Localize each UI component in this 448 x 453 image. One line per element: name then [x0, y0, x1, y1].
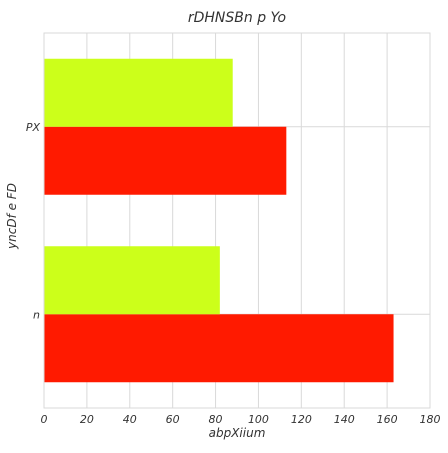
y-tick-labels: n PX — [26, 121, 41, 322]
x-axis-label: abpXiium — [209, 426, 266, 440]
x-tick-label: 100 — [248, 413, 269, 426]
x-tick-label: 0 — [41, 413, 48, 426]
bar-PX-series-0 — [44, 126, 287, 195]
y-tick-label: PX — [26, 121, 41, 134]
x-tick-label: 160 — [377, 413, 398, 426]
x-tick-label: 40 — [123, 413, 137, 426]
x-tick-labels: 0 20 40 60 80 100 120 140 160 180 — [41, 413, 441, 426]
x-tick-label: 20 — [80, 413, 94, 426]
chart-title: rDHNSBn p Yo — [188, 10, 286, 26]
bar-n-series-1 — [44, 246, 220, 315]
x-tick-label: 80 — [209, 413, 223, 426]
bar-layer — [44, 58, 394, 383]
bar-n-series-0 — [44, 314, 394, 383]
x-tick-label: 120 — [291, 413, 312, 426]
plot-frame — [43, 32, 431, 409]
y-axis-label: yncDf e FD — [5, 183, 19, 250]
x-tick-label: 180 — [420, 413, 441, 426]
x-tick-label: 140 — [334, 413, 355, 426]
x-tick-label: 60 — [166, 413, 180, 426]
bar-PX-series-1 — [44, 58, 233, 127]
y-tick-label: n — [33, 308, 40, 321]
